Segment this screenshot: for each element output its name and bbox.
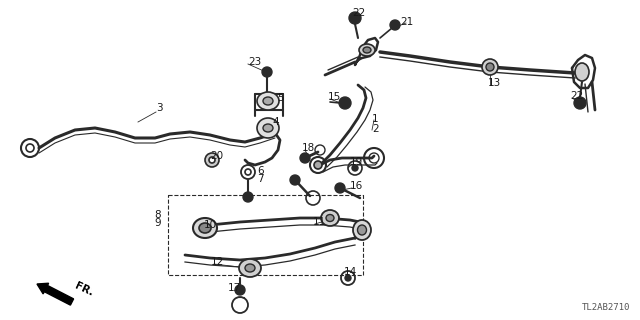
Circle shape [345,275,351,281]
Text: 21: 21 [400,17,413,27]
Text: 1: 1 [372,114,379,124]
Ellipse shape [257,92,279,110]
Ellipse shape [358,225,367,235]
Text: 14: 14 [344,267,357,277]
Ellipse shape [326,214,334,221]
Circle shape [209,157,215,163]
Text: 7: 7 [257,174,264,184]
Circle shape [335,183,345,193]
Circle shape [235,285,245,295]
Ellipse shape [263,124,273,132]
Text: 11: 11 [313,217,326,227]
Text: 4: 4 [272,117,278,127]
Text: 9: 9 [154,218,161,228]
Text: TL2AB2710: TL2AB2710 [582,303,630,312]
Ellipse shape [263,97,273,105]
Bar [168,195,363,275]
Circle shape [205,153,219,167]
Circle shape [574,97,586,109]
Ellipse shape [257,118,279,138]
Text: 3: 3 [156,103,163,113]
Ellipse shape [193,218,217,238]
Text: 20: 20 [210,151,223,161]
Text: 2: 2 [372,124,379,134]
Text: 13: 13 [488,78,501,88]
Circle shape [390,20,400,30]
Circle shape [486,63,494,71]
Circle shape [349,12,361,24]
Text: 22: 22 [352,8,365,18]
Ellipse shape [245,264,255,272]
Ellipse shape [359,44,375,56]
Circle shape [262,67,272,77]
Text: 18: 18 [302,143,316,153]
Text: 16: 16 [350,181,364,191]
Ellipse shape [199,223,211,233]
Text: 12: 12 [211,257,224,267]
Text: 19: 19 [350,157,364,167]
Ellipse shape [353,220,371,240]
Text: 17: 17 [228,283,241,293]
Text: 22: 22 [570,91,583,101]
Ellipse shape [363,47,371,53]
Text: 15: 15 [328,92,341,102]
Circle shape [339,97,351,109]
Circle shape [243,192,253,202]
Text: 23: 23 [248,57,261,67]
Text: 5: 5 [277,93,284,103]
Ellipse shape [239,259,261,277]
Text: 10: 10 [204,220,217,230]
Circle shape [352,165,358,171]
Text: 8: 8 [154,210,161,220]
Circle shape [314,161,322,169]
Circle shape [26,144,34,152]
Circle shape [290,175,300,185]
Circle shape [482,59,498,75]
FancyArrow shape [37,283,74,305]
Ellipse shape [321,210,339,226]
Circle shape [300,153,310,163]
Ellipse shape [575,63,589,81]
Text: FR.: FR. [73,281,95,298]
Circle shape [245,169,251,175]
Text: 6: 6 [257,166,264,176]
